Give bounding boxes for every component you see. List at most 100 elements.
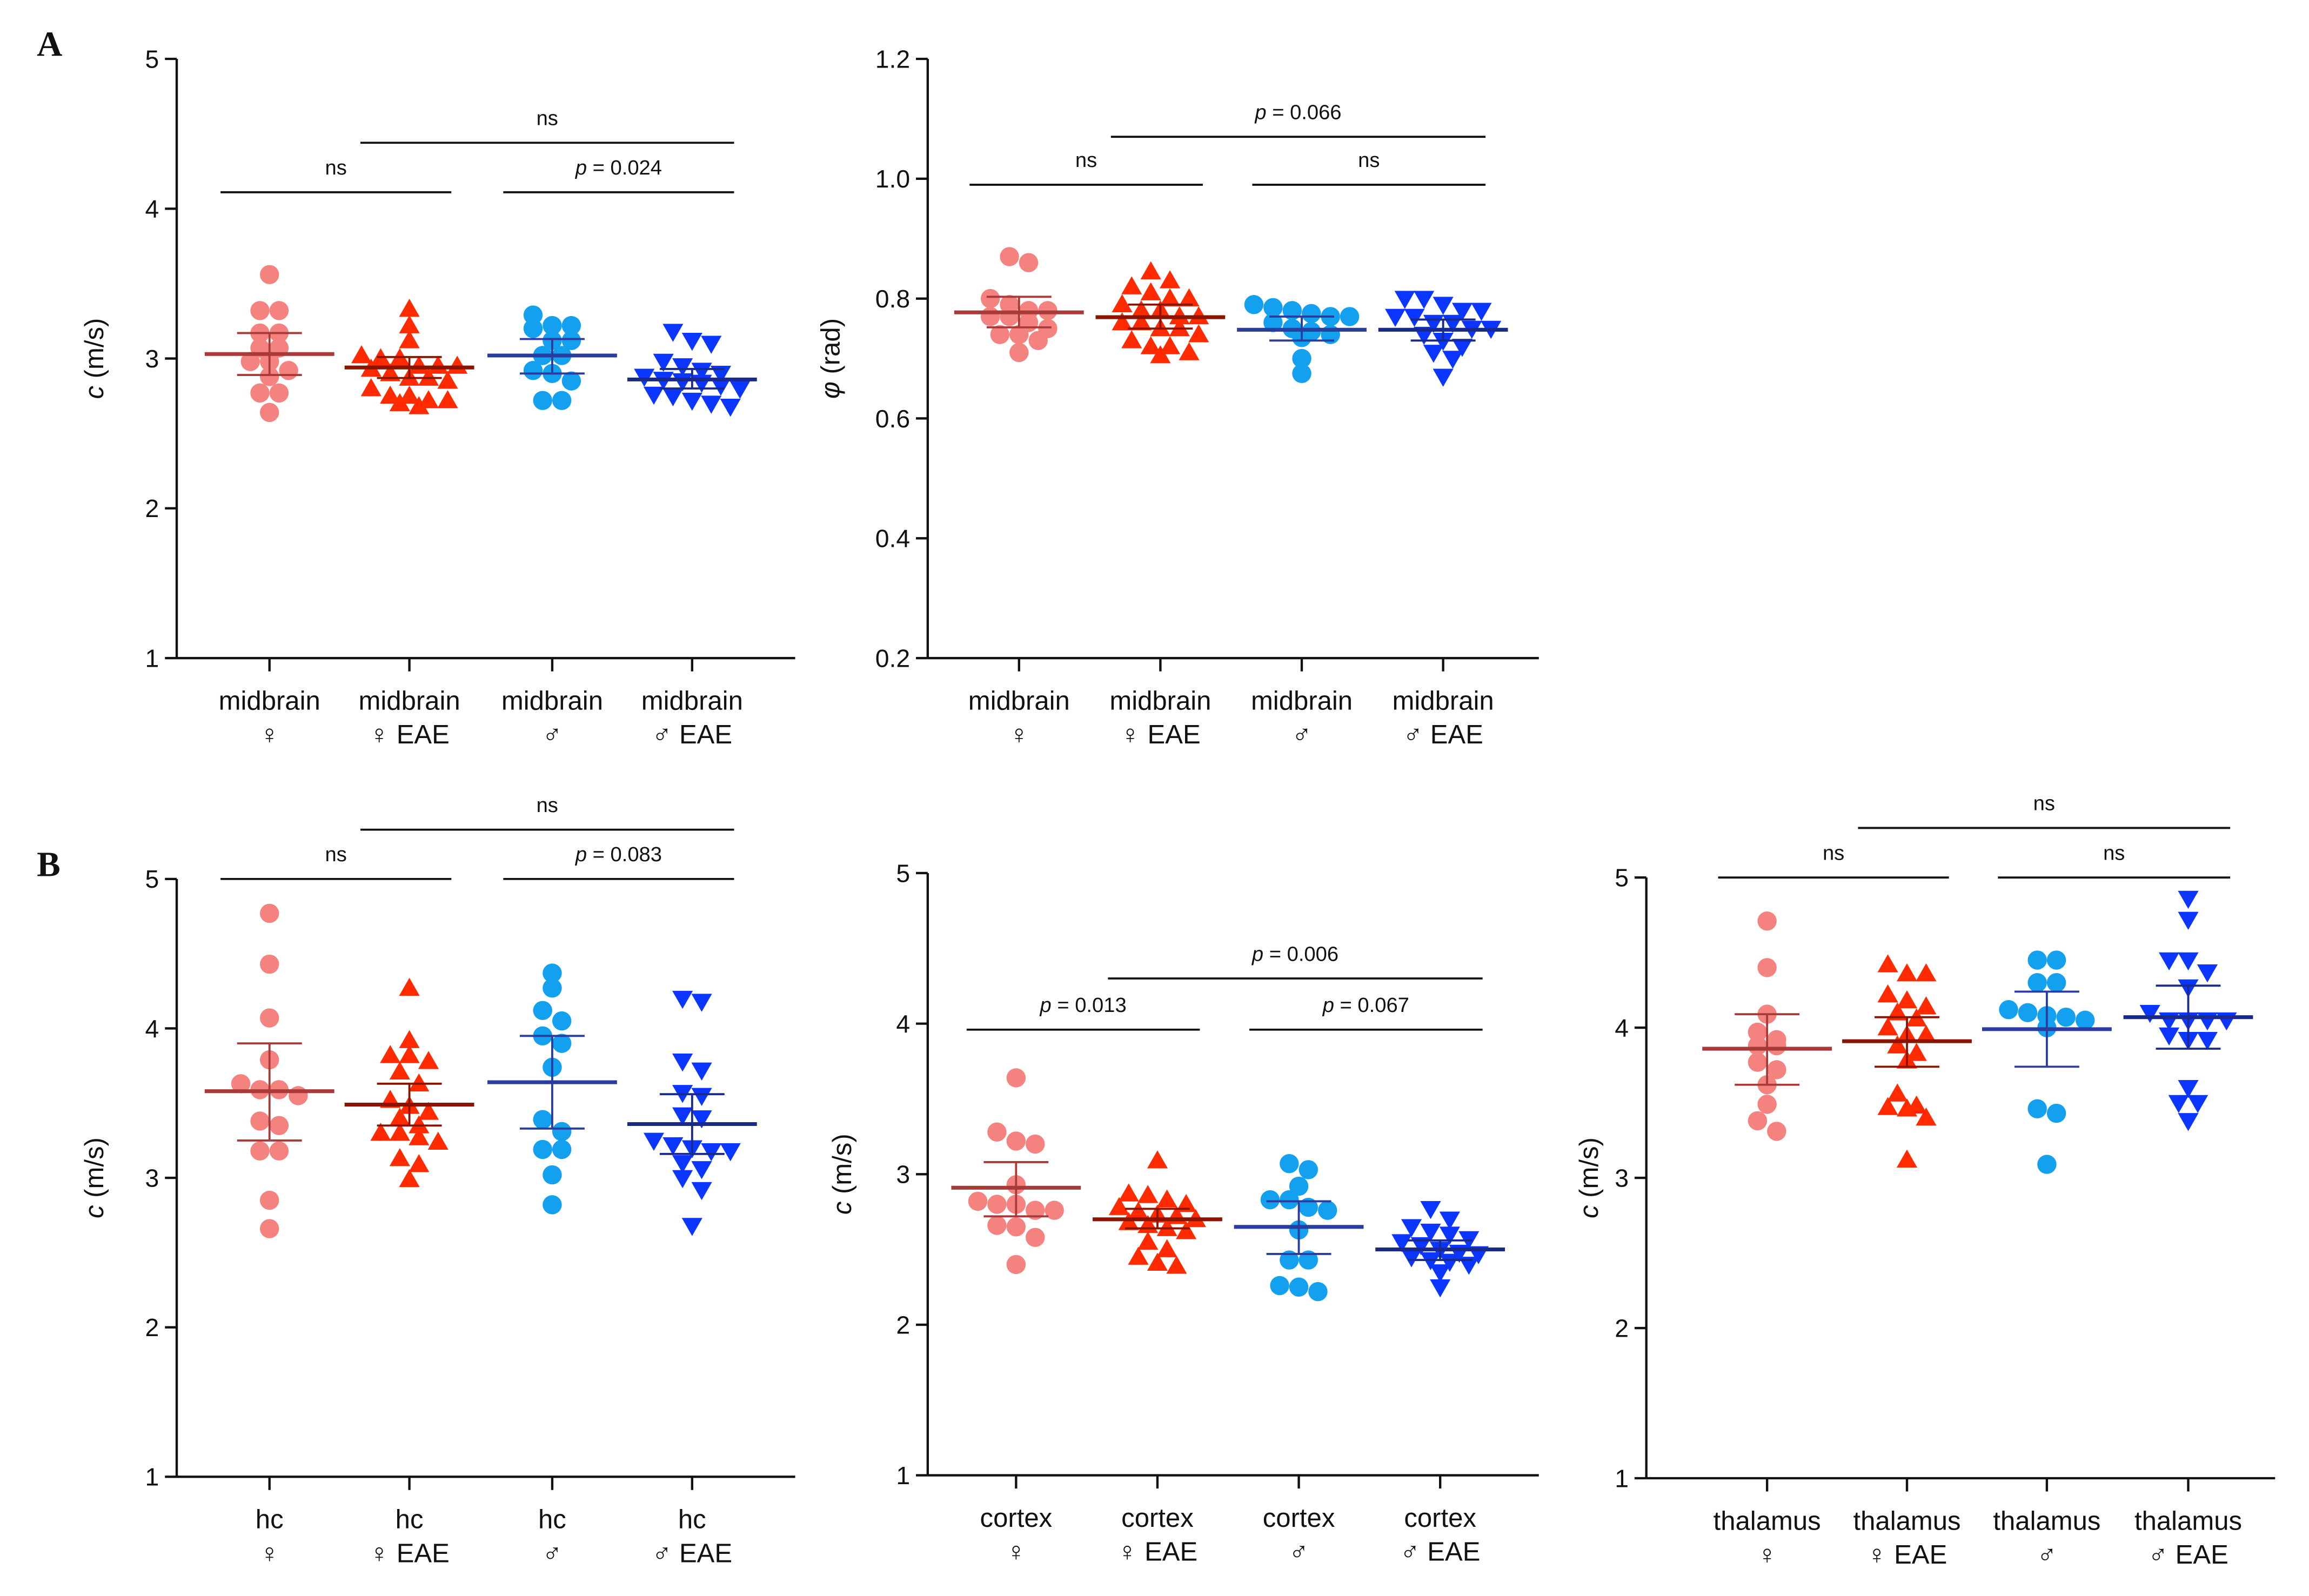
y-tick-label: 3 — [1615, 1164, 1629, 1192]
data-point — [1009, 343, 1029, 363]
data-point — [1748, 1052, 1768, 1072]
category-label: midbrain — [641, 686, 743, 715]
y-tick-label: 4 — [145, 195, 159, 223]
y-axis-variable: c — [1575, 1205, 1604, 1218]
data-point — [399, 1045, 420, 1063]
data-point — [1451, 339, 1473, 357]
category-label: hc — [256, 1505, 284, 1534]
data-point — [543, 316, 562, 336]
data-point — [1130, 312, 1152, 331]
significance-label: p = 0.083 — [575, 843, 662, 866]
data-point — [1433, 332, 1454, 351]
category-sublabel: ♂ EAE — [2148, 1540, 2228, 1570]
data-point — [1896, 963, 1918, 982]
data-point — [269, 301, 289, 320]
data-point — [691, 1088, 712, 1107]
data-point — [260, 265, 279, 284]
data-point — [260, 1190, 279, 1210]
data-point — [1433, 368, 1454, 387]
significance-label: ns — [325, 843, 347, 866]
data-point — [2178, 1079, 2199, 1098]
data-point — [399, 1169, 420, 1188]
category-sublabel: ♂ — [2037, 1540, 2057, 1570]
y-axis-label: c (m/s) — [1575, 1137, 1604, 1218]
data-point — [1877, 1097, 1898, 1115]
data-point — [418, 367, 439, 386]
data-point — [1451, 303, 1473, 321]
data-point — [1999, 1000, 2018, 1020]
data-point — [389, 1148, 410, 1166]
category-sublabel: ♀ EAE — [1120, 720, 1201, 749]
data-point — [1179, 342, 1200, 360]
panel-3: B 1 2 3 4 5 c (m/s) hc ♀ hc ♀ EAE hc ♂ hc ♂ EAE ns p = 0… — [37, 794, 795, 1568]
data-point — [2197, 1012, 2218, 1031]
data-point — [240, 352, 260, 371]
data-point — [447, 356, 468, 374]
y-axis-label: c (m/s) — [80, 1137, 109, 1218]
data-point — [360, 378, 382, 397]
data-point — [269, 383, 289, 403]
data-point — [1282, 301, 1302, 320]
category-label: thalamus — [1853, 1506, 1961, 1535]
data-point — [260, 1219, 279, 1238]
data-point — [1160, 336, 1181, 354]
data-point — [1009, 325, 1029, 344]
significance-label: ns — [537, 794, 558, 817]
data-point — [250, 383, 270, 403]
data-point — [437, 390, 458, 408]
data-point — [409, 1115, 430, 1134]
data-point — [672, 1054, 693, 1072]
group-female — [954, 247, 1084, 363]
y-axis-label: c (m/s) — [80, 318, 109, 399]
data-point — [2046, 950, 2066, 970]
data-point — [1439, 1253, 1460, 1272]
data-point — [691, 374, 712, 393]
data-point — [2168, 1095, 2189, 1114]
data-point — [1384, 309, 1406, 327]
y-tick-label: 5 — [896, 859, 910, 887]
data-point — [691, 1182, 712, 1201]
y-tick-label: 2 — [145, 494, 159, 522]
y-tick-label: 1 — [896, 1461, 910, 1490]
data-point — [1160, 288, 1181, 306]
data-point — [1006, 1217, 1026, 1237]
data-point — [1299, 1160, 1318, 1179]
data-point — [1767, 1036, 1786, 1056]
data-point — [662, 324, 684, 342]
data-point — [409, 1154, 430, 1172]
data-point — [2178, 952, 2199, 971]
data-point — [543, 978, 562, 998]
significance-label: p = 0.006 — [1251, 942, 1338, 965]
data-point — [643, 1132, 665, 1151]
group-female — [204, 265, 334, 423]
y-axis-unit: (m/s) — [1575, 1137, 1604, 1205]
data-point — [2027, 973, 2047, 993]
group-female — [951, 1068, 1081, 1275]
y-tick-label: 3 — [145, 1164, 159, 1192]
data-point — [1140, 336, 1161, 354]
data-point — [543, 1195, 562, 1215]
category-label: cortex — [980, 1504, 1053, 1533]
data-point — [1179, 288, 1200, 306]
data-point — [552, 1034, 572, 1053]
y-tick-label: 1 — [145, 1463, 159, 1491]
data-point — [543, 1165, 562, 1185]
category-sublabel: ♀ — [1009, 720, 1029, 749]
data-point — [552, 391, 572, 410]
category-sublabel: ♀ EAE — [1867, 1540, 1947, 1570]
data-point — [1150, 345, 1171, 364]
y-axis-variable: φ — [816, 381, 845, 399]
data-point — [2018, 1003, 2038, 1023]
data-point — [250, 301, 270, 320]
data-point — [289, 1086, 308, 1105]
category-sublabel: ♀ — [1006, 1538, 1026, 1567]
data-point — [1176, 1221, 1197, 1239]
data-point — [1340, 307, 1360, 326]
y-tick-label: 1.2 — [875, 45, 910, 73]
data-point — [1270, 1276, 1289, 1296]
data-point — [1757, 911, 1777, 931]
data-point — [2027, 1099, 2047, 1118]
category-label: cortex — [1263, 1504, 1335, 1533]
group-male-EAE — [627, 324, 757, 417]
